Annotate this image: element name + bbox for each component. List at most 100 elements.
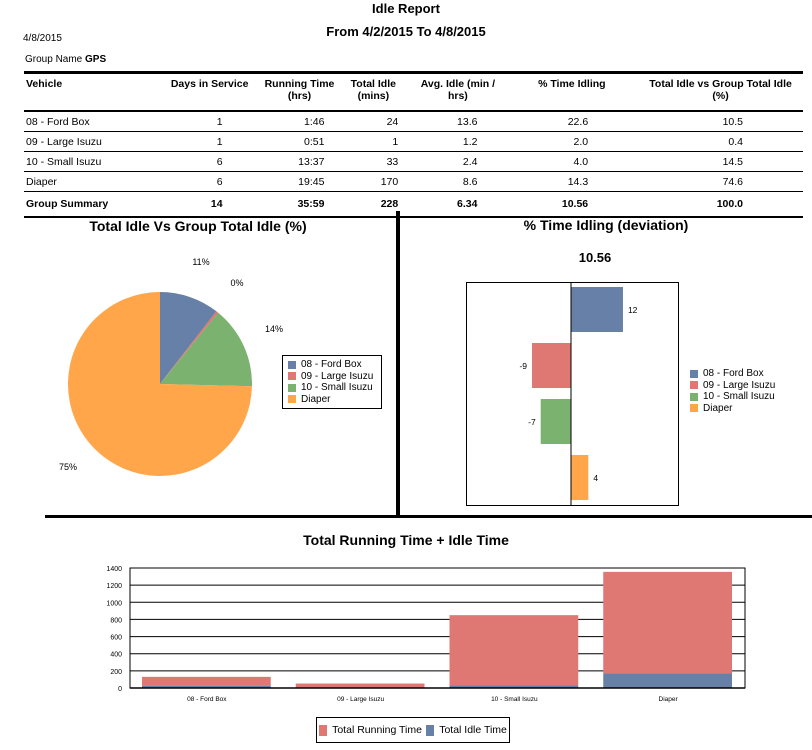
table-cell: 6 xyxy=(156,171,263,192)
table-cell: 1 xyxy=(336,131,411,152)
column-header: Avg. Idle (min / hrs) xyxy=(420,78,496,102)
idle-table: Vehicle Days in Service Running Time (hrs)… xyxy=(24,71,803,218)
legend-item: Diaper xyxy=(690,403,775,415)
deviation-legend: 08 - Ford Box 09 - Large Isuzu 10 - Small … xyxy=(690,368,775,414)
legend-label: Diaper xyxy=(301,393,331,405)
legend-label: 10 - Small Isuzu xyxy=(703,391,775,403)
table-cell: 1 xyxy=(156,131,263,152)
table-cell: 170 xyxy=(336,171,411,192)
table-cell: 1:46 xyxy=(262,111,337,132)
deviation-bar xyxy=(540,399,571,444)
table-cell: Diaper xyxy=(24,171,157,192)
column-header: Total Idle vs Group Total Idle (%) xyxy=(649,78,792,102)
table-cell: 10 - Small Isuzu xyxy=(24,151,157,172)
y-tick-label: 800 xyxy=(110,617,122,624)
y-tick-label: 600 xyxy=(110,635,122,642)
y-tick-label: 0 xyxy=(118,686,122,693)
legend-swatch xyxy=(288,360,296,369)
group-name: Group Name GPS xyxy=(25,54,106,65)
column-header: % Time Idling xyxy=(538,78,606,90)
deviation-title: % Time Idling (deviation) xyxy=(523,217,689,233)
table-cell: 6 xyxy=(156,151,263,172)
table-cell: 6.34 xyxy=(410,191,506,218)
legend-idle: Total Idle Time xyxy=(426,724,507,736)
legend-item: Diaper xyxy=(288,394,373,406)
stacked-title: Total Running Time + Idle Time xyxy=(303,532,509,548)
running-bar xyxy=(142,676,271,686)
pie-label: 14% xyxy=(265,324,283,334)
legend-item: 10 - Small Isuzu xyxy=(690,391,775,403)
pie-slice xyxy=(67,292,252,476)
legend-swatch xyxy=(288,395,296,404)
deviation-subtitle: 10.56 xyxy=(578,250,612,265)
table-row: 10 - Small Isuzu 6 13:37 33 2.4 4.0 14.5 xyxy=(24,151,803,172)
deviation-label: -7 xyxy=(528,417,536,427)
legend-label: Total Running Time xyxy=(332,724,422,736)
legend-item: 08 - Ford Box xyxy=(690,368,775,380)
x-tick-label: 09 - Large Isuzu xyxy=(337,696,384,703)
table-cell: 4.0 xyxy=(505,151,639,172)
pie-slice xyxy=(160,312,253,387)
table-cell: 14.5 xyxy=(638,151,803,172)
group-value: GPS xyxy=(85,54,107,65)
table-cell: 14.3 xyxy=(505,171,639,192)
table-cell: 35:59 xyxy=(262,191,337,218)
legend-label: 08 - Ford Box xyxy=(703,368,764,380)
group-label: Group Name xyxy=(25,54,83,65)
legend-item: 08 - Ford Box xyxy=(288,359,373,371)
table-header-row: Vehicle Days in Service Running Time (hrs)… xyxy=(24,72,803,111)
column-header: Days in Service xyxy=(170,78,249,90)
x-tick-label: Diaper xyxy=(659,696,679,703)
deviation-chart: 12 -9 -7 4 xyxy=(466,282,679,506)
x-tick-label: 10 - Small Isuzu xyxy=(491,696,538,703)
legend-swatch xyxy=(319,724,328,736)
table-cell: 13.6 xyxy=(410,111,506,132)
column-header: Running Time (hrs) xyxy=(264,78,335,102)
print-date: 4/8/2015 xyxy=(23,33,62,44)
table-cell: 0:51 xyxy=(262,131,337,152)
legend-label: 09 - Large Isuzu xyxy=(703,379,776,391)
legend-swatch xyxy=(426,724,435,736)
deviation-label: 4 xyxy=(593,473,598,483)
legend-swatch xyxy=(690,381,698,390)
running-bar xyxy=(603,571,732,674)
report-title: Idle Report xyxy=(372,1,440,16)
y-tick-label: 1400 xyxy=(106,566,122,573)
table-cell: 19:45 xyxy=(262,171,337,192)
column-header: Vehicle xyxy=(26,78,63,90)
legend-item: 09 - Large Isuzu xyxy=(288,371,373,383)
legend-item: 09 - Large Isuzu xyxy=(690,380,775,392)
legend-label: Diaper xyxy=(703,402,733,414)
deviation-bar xyxy=(571,455,589,500)
x-tick-label: 08 - Ford Box xyxy=(187,696,227,703)
legend-running: Total Running Time xyxy=(319,724,422,736)
legend-swatch xyxy=(690,404,698,413)
pie-slice xyxy=(160,311,219,384)
pie-slice xyxy=(160,292,217,384)
table-cell: 10.5 xyxy=(638,111,803,132)
idle-bar xyxy=(603,673,732,688)
idle-bar xyxy=(142,685,271,688)
table-cell: 0.4 xyxy=(638,131,803,152)
y-tick-label: 1200 xyxy=(106,583,122,590)
deviation-label: -9 xyxy=(519,361,527,371)
table-cell: 10.56 xyxy=(505,191,639,218)
y-tick-label: 400 xyxy=(110,652,122,659)
legend-swatch xyxy=(288,372,296,381)
table-cell: 09 - Large Isuzu xyxy=(24,131,157,152)
table-cell: 2.4 xyxy=(410,151,506,172)
table-cell: 1.2 xyxy=(410,131,506,152)
table-cell: Group Summary xyxy=(24,191,157,218)
table-cell: 33 xyxy=(336,151,411,172)
summary-row: Group Summary 14 35:59 228 6.34 10.56 100.0 xyxy=(24,191,803,218)
pie-chart: 11% 0% 14% 75% xyxy=(59,257,283,476)
pie-label: 0% xyxy=(230,278,243,288)
table-row: 08 - Ford Box 1 1:46 24 13.6 22.6 10.5 xyxy=(24,111,803,132)
legend-item: 10 - Small Isuzu xyxy=(288,382,373,394)
legend-label: 08 - Ford Box xyxy=(301,359,362,371)
table-cell: 1 xyxy=(156,111,263,132)
column-header: Total Idle (mins) xyxy=(350,78,396,102)
legend-swatch xyxy=(690,392,698,401)
vertical-divider xyxy=(396,211,400,516)
table-cell: 74.6 xyxy=(638,171,803,192)
